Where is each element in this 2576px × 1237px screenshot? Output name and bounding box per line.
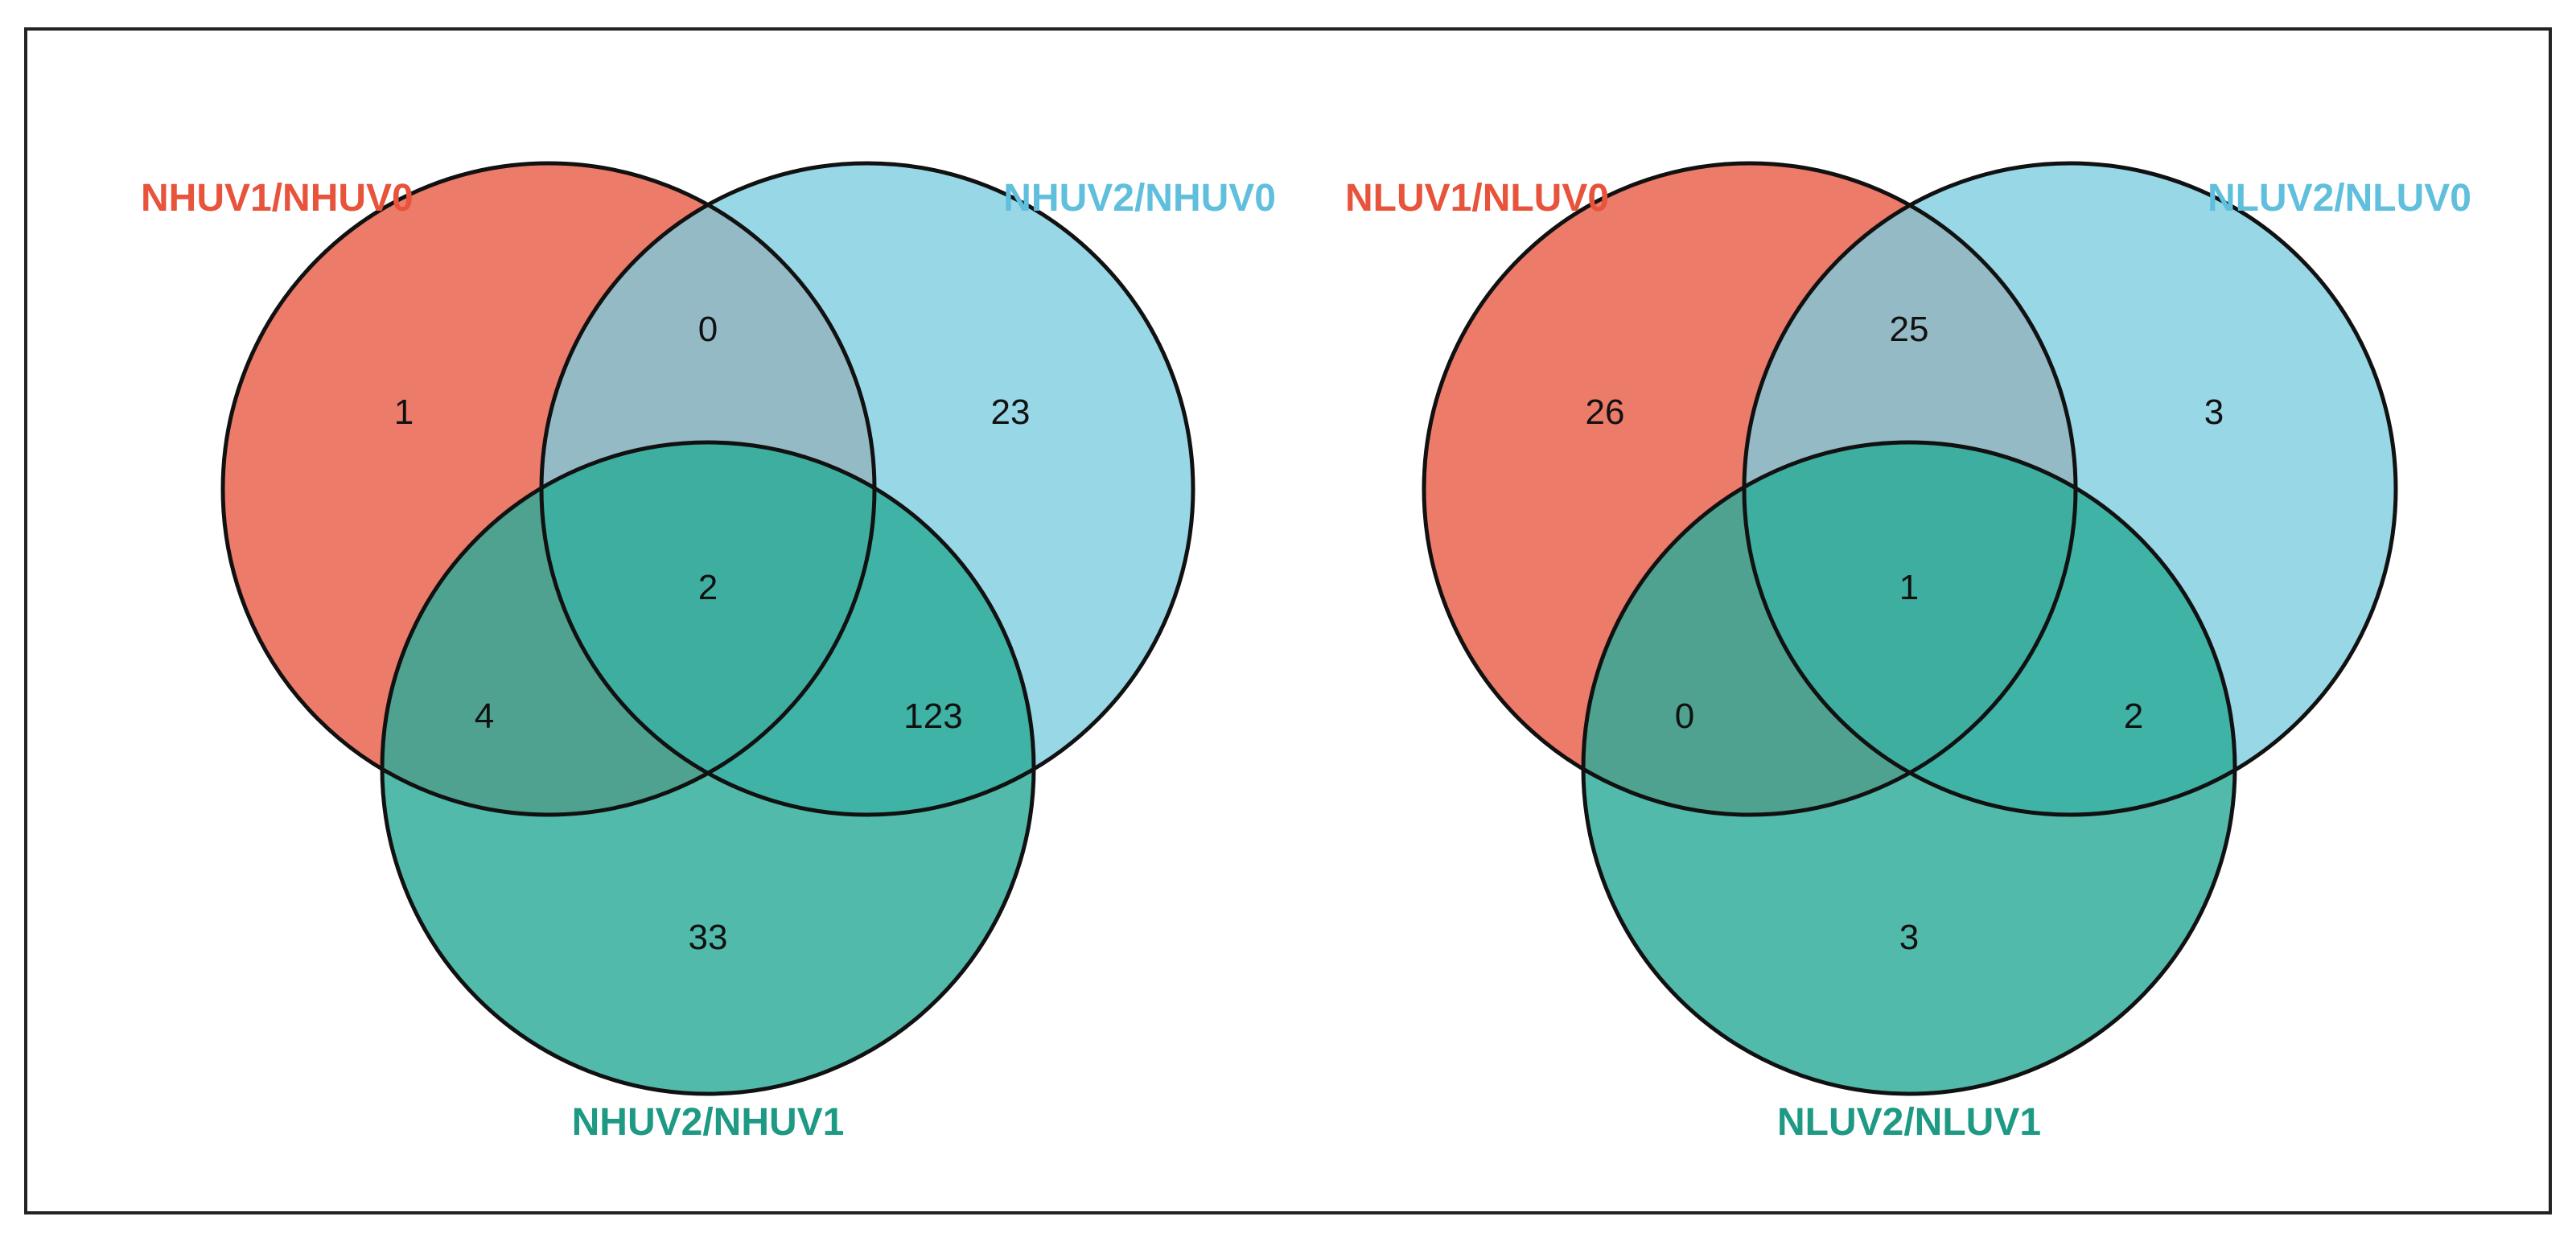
venn-2-region-counts: 26 3 3 25 0 2 1	[1586, 310, 2224, 957]
venn-2-circle-outlines	[1422, 161, 2398, 1096]
venn-2-set-label-b: NLUV2/NLUV0	[2208, 177, 2471, 220]
venn-1-set-label-a: NHUV1/NHUV0	[141, 177, 414, 220]
venn-1-count-bc: 123	[903, 697, 962, 736]
venn-1-count-abc: 2	[698, 568, 718, 607]
venn-1-outline-c	[380, 440, 1036, 1096]
venn-2-set-label-a: NLUV1/NLUV0	[1345, 177, 1609, 220]
venn-1-count-a-only: 1	[394, 392, 414, 432]
venn-diagram-1: NHUV1/NHUV0 NHUV2/NHUV0 NHUV2/NHUV1 1 23…	[141, 161, 1276, 1144]
venn-2-count-c-only: 3	[1899, 918, 1919, 957]
venn-1-set-label-c: NHUV2/NHUV1	[572, 1101, 845, 1144]
venn-1-circle-c	[382, 442, 1034, 1094]
venn-1-circle-outlines	[220, 161, 1195, 1096]
venn-1-count-b-only: 23	[991, 392, 1031, 432]
venn-1-set-label-b: NHUV2/NHUV0	[1003, 177, 1276, 220]
venn-2-count-abc: 1	[1899, 568, 1919, 607]
venn-2-count-b-only: 3	[2204, 392, 2224, 432]
venn-1-count-ab: 0	[698, 310, 718, 349]
venn-2-circle-fills	[1424, 163, 2396, 1094]
venn-2-count-ab: 25	[1890, 310, 1929, 349]
venn-diagram-2: NLUV1/NLUV0 NLUV2/NLUV0 NLUV2/NLUV1 26 3…	[1345, 161, 2471, 1144]
venn-1-circle-fills	[223, 163, 1193, 1094]
venn-2-circle-c	[1583, 442, 2235, 1094]
venn-2-count-ac: 0	[1675, 697, 1694, 736]
venn-2-count-bc: 2	[2124, 697, 2143, 736]
venn-1-count-ac: 4	[475, 697, 494, 736]
venn-1-region-counts: 1 23 33 0 4 123 2	[394, 310, 1031, 957]
venn-2-outline-c	[1581, 440, 2237, 1096]
venn-2-set-label-c: NLUV2/NLUV1	[1777, 1101, 2041, 1144]
venn-2-count-a-only: 26	[1586, 392, 1625, 432]
venn-1-count-c-only: 33	[689, 918, 728, 957]
